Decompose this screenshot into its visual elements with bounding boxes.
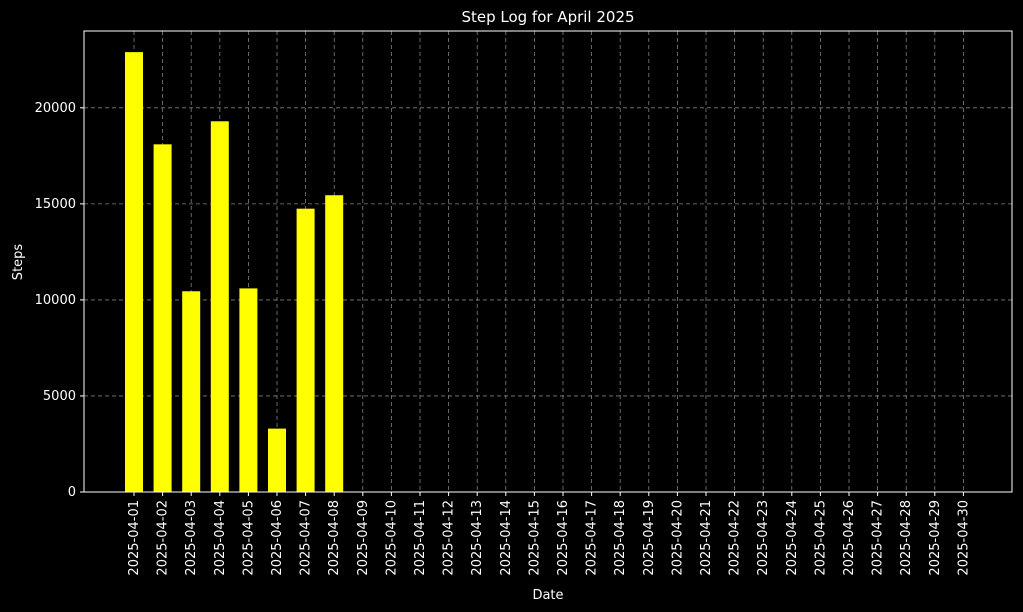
bar xyxy=(325,195,344,492)
x-tick-label: 2025-04-09 xyxy=(356,500,371,576)
x-tick-label: 2025-04-12 xyxy=(442,500,457,576)
x-tick-label: 2025-04-11 xyxy=(413,500,428,576)
x-tick-label: 2025-04-29 xyxy=(928,500,943,576)
bar xyxy=(268,428,286,492)
bar xyxy=(210,121,229,492)
y-tick-label: 0 xyxy=(68,485,76,500)
y-tick-label: 5000 xyxy=(43,389,76,404)
x-tick-label: 2025-04-07 xyxy=(299,500,314,576)
axes: 0 5000 10000 15000 20000 2025-04-01 2025-04-02… xyxy=(35,30,1013,576)
x-tick-label: 2025-04-03 xyxy=(184,500,199,576)
x-tick-label: 2025-04-28 xyxy=(899,500,914,576)
x-tick-label: 2025-04-27 xyxy=(871,500,886,576)
x-tick-label: 2025-04-19 xyxy=(642,500,657,576)
x-tick-label: 2025-04-13 xyxy=(470,500,485,576)
chart-title: Step Log for April 2025 xyxy=(461,8,634,26)
bars xyxy=(125,52,344,493)
plot-frame xyxy=(83,30,1013,493)
x-tick-label: 2025-04-23 xyxy=(756,500,771,576)
x-tick-label: 2025-04-10 xyxy=(384,500,399,576)
bar xyxy=(182,291,201,492)
x-tick-label: 2025-04-14 xyxy=(499,500,514,576)
x-tick-label: 2025-04-06 xyxy=(270,500,285,576)
y-tick-label: 20000 xyxy=(35,101,76,116)
bar xyxy=(296,208,315,493)
x-tick-label: 2025-04-18 xyxy=(613,500,628,576)
bar xyxy=(153,144,172,492)
x-tick-label: 2025-04-16 xyxy=(556,500,571,576)
x-tick-label: 2025-04-25 xyxy=(813,500,828,576)
bar xyxy=(125,52,143,493)
x-tick-label: 2025-04-17 xyxy=(585,500,600,576)
x-tick-label: 2025-04-02 xyxy=(156,500,171,576)
bar xyxy=(239,288,258,492)
x-tick-label: 2025-04-15 xyxy=(527,500,542,576)
x-tick-label: 2025-04-21 xyxy=(699,500,714,576)
y-tick-label: 10000 xyxy=(35,293,76,308)
x-tick-label: 2025-04-24 xyxy=(785,500,800,576)
x-tick-label: 2025-04-08 xyxy=(327,500,342,576)
y-tick-label: 15000 xyxy=(35,197,76,212)
x-tick-label: 2025-04-22 xyxy=(728,500,743,576)
x-tick-label: 2025-04-04 xyxy=(213,500,228,576)
x-tick-label: 2025-04-30 xyxy=(956,500,971,576)
y-axis-label: Steps xyxy=(11,244,26,281)
x-tick-label: 2025-04-01 xyxy=(127,500,142,576)
x-tick-label: 2025-04-20 xyxy=(670,500,685,576)
x-axis-label: Date xyxy=(532,588,563,603)
x-tick-label: 2025-04-26 xyxy=(842,500,857,576)
x-tick-label: 2025-04-05 xyxy=(241,500,256,576)
